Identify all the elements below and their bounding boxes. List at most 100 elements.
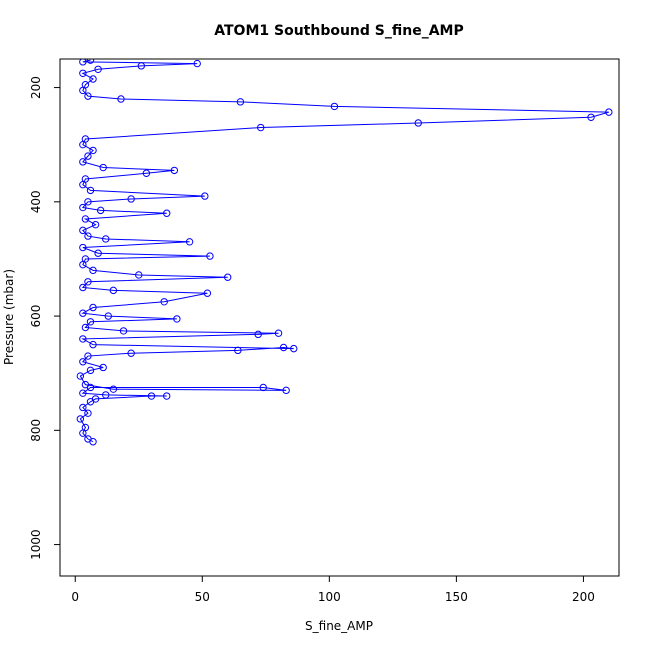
data-point — [109, 286, 118, 295]
data-point — [104, 312, 112, 320]
data-point — [89, 303, 97, 312]
data-point — [89, 146, 97, 155]
x-tick-label: 0 — [71, 590, 79, 604]
data-point — [81, 380, 90, 389]
series-line — [79, 59, 609, 443]
data-point — [203, 289, 212, 297]
data-point — [163, 392, 171, 400]
data-point — [236, 98, 245, 106]
y-tick-label: 800 — [29, 419, 43, 442]
data-point — [79, 335, 87, 343]
x-tick-label: 150 — [445, 590, 468, 604]
data-point — [605, 108, 613, 116]
series-layer — [76, 59, 613, 446]
data-point — [79, 203, 87, 212]
x-tick-label: 200 — [572, 590, 595, 604]
data-point — [127, 195, 135, 203]
y-tick-label: 1000 — [29, 529, 43, 560]
data-point — [330, 102, 339, 111]
data-point — [94, 65, 102, 73]
data-point — [185, 238, 194, 246]
data-point — [254, 330, 262, 339]
data-point — [84, 232, 92, 240]
data-point — [84, 409, 92, 417]
data-point — [282, 386, 290, 395]
data-point — [109, 385, 118, 393]
data-point — [160, 298, 168, 306]
data-point — [79, 69, 87, 77]
data-point — [127, 349, 135, 357]
data-point — [86, 318, 95, 326]
data-point — [81, 175, 90, 183]
data-point — [79, 403, 87, 412]
data-point — [170, 166, 179, 175]
data-point — [79, 358, 87, 366]
data-point — [79, 226, 87, 235]
data-point — [163, 209, 171, 217]
chart-title: ATOM1 Southbound S_fine_AMP — [214, 23, 464, 39]
data-point — [81, 423, 90, 432]
data-point — [119, 327, 128, 335]
y-axis-label: Pressure (mbar) — [2, 269, 16, 365]
data-point — [96, 206, 105, 215]
data-point — [224, 273, 232, 281]
x-tick-label: 100 — [318, 590, 341, 604]
data-point — [76, 372, 85, 380]
data-point — [84, 278, 92, 286]
data-point — [274, 329, 283, 337]
data-point — [76, 415, 85, 423]
data-point — [142, 169, 151, 177]
data-point — [89, 266, 97, 275]
y-tick-label: 200 — [29, 76, 43, 99]
data-point — [259, 383, 267, 392]
data-point — [84, 435, 92, 443]
data-point — [84, 352, 92, 360]
data-point — [201, 192, 209, 200]
data-point — [91, 220, 100, 229]
data-point — [79, 309, 87, 317]
y-axis: 200 400 600 800 1000 — [29, 76, 61, 560]
data-point — [234, 346, 242, 355]
data-point — [84, 152, 92, 160]
data-point — [99, 363, 107, 372]
data-point — [81, 255, 90, 263]
x-axis: 0 50 100 150 200 — [71, 575, 595, 604]
data-point — [89, 75, 97, 83]
data-point — [147, 392, 156, 400]
data-point — [94, 249, 102, 257]
data-point — [99, 163, 107, 172]
data-point — [91, 395, 100, 403]
y-tick-label: 400 — [29, 190, 43, 213]
data-point — [84, 92, 92, 100]
data-point — [79, 158, 87, 166]
data-point — [81, 215, 90, 223]
data-point — [117, 95, 125, 103]
data-point — [81, 135, 90, 143]
data-point — [257, 123, 265, 132]
data-point — [81, 81, 90, 89]
data-point — [193, 59, 201, 68]
x-axis-label: S_fine_AMP — [305, 619, 373, 633]
data-point — [102, 391, 110, 399]
data-point — [587, 113, 595, 121]
data-point — [137, 62, 146, 70]
data-point — [206, 252, 214, 260]
data-point — [173, 315, 181, 323]
data-point — [89, 340, 97, 349]
data-point — [414, 119, 422, 127]
data-point — [81, 323, 90, 332]
data-point — [102, 235, 110, 243]
data-point — [86, 186, 95, 195]
data-point — [79, 59, 87, 66]
data-point — [79, 283, 87, 292]
data-point — [86, 366, 95, 375]
y-tick-label: 600 — [29, 305, 43, 328]
data-point — [135, 271, 143, 279]
data-point — [79, 389, 87, 397]
data-point — [86, 59, 95, 64]
data-point — [79, 243, 87, 252]
x-tick-label: 50 — [195, 590, 210, 604]
data-point — [279, 343, 288, 352]
data-point — [290, 344, 298, 353]
